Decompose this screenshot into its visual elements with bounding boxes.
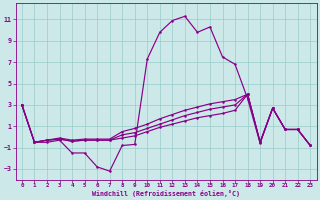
X-axis label: Windchill (Refroidissement éolien,°C): Windchill (Refroidissement éolien,°C) bbox=[92, 190, 240, 197]
